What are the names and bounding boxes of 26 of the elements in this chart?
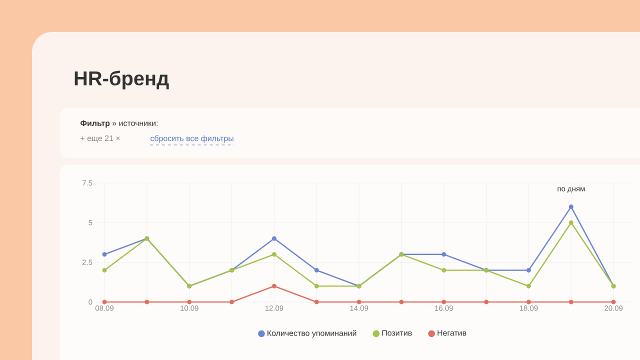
point bbox=[484, 300, 489, 304]
point bbox=[272, 284, 276, 288]
point bbox=[272, 236, 276, 241]
point bbox=[526, 284, 531, 288]
point bbox=[526, 300, 531, 304]
point bbox=[102, 268, 107, 273]
point bbox=[611, 300, 616, 304]
point bbox=[102, 300, 107, 304]
chart-title: HR-бренд bbox=[74, 70, 169, 90]
point bbox=[314, 284, 319, 288]
point bbox=[442, 268, 446, 273]
point bbox=[442, 300, 446, 304]
point bbox=[102, 252, 107, 257]
point bbox=[526, 268, 531, 273]
point bbox=[568, 220, 574, 225]
point bbox=[568, 204, 574, 210]
point bbox=[568, 300, 574, 304]
point bbox=[314, 300, 319, 304]
point bbox=[314, 268, 319, 273]
point bbox=[230, 300, 234, 304]
point bbox=[187, 300, 192, 304]
point bbox=[272, 252, 276, 257]
point bbox=[399, 300, 404, 304]
point bbox=[442, 252, 446, 257]
point bbox=[144, 300, 150, 304]
point bbox=[356, 300, 362, 304]
